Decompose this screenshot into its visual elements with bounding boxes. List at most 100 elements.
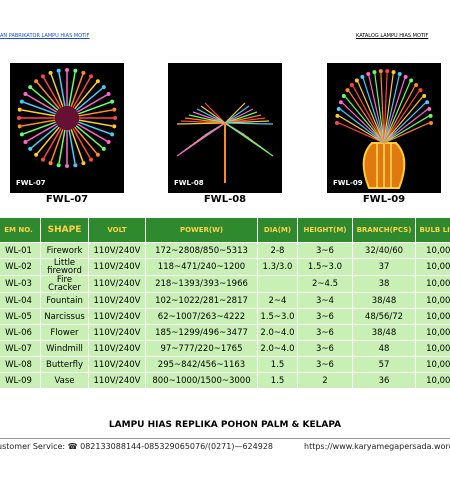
footer-title: LAMPU HIAS REPLIKA POHON PALM & KELAPA xyxy=(108,420,342,430)
light-strand xyxy=(380,73,385,144)
light-bulb xyxy=(41,74,45,79)
light-strand xyxy=(224,108,254,124)
light-strand xyxy=(192,111,226,124)
light-bulb xyxy=(81,161,86,166)
light-strand xyxy=(383,122,430,144)
light-strand xyxy=(224,105,250,124)
light-strand xyxy=(176,122,226,157)
light-bulb xyxy=(112,124,117,129)
divider xyxy=(0,438,450,439)
light-strand xyxy=(78,121,111,135)
table-cell: 1.5 xyxy=(257,372,298,389)
light-bulb xyxy=(335,121,339,125)
table-cell: WL-03 xyxy=(0,275,41,293)
image-label: FWL-09 xyxy=(333,179,363,187)
light-bulb xyxy=(335,113,340,118)
light-bulb xyxy=(354,78,359,83)
light-strand xyxy=(43,128,62,159)
light-strand xyxy=(383,75,400,144)
light-strand xyxy=(204,102,226,124)
light-strand xyxy=(36,126,60,154)
light-bulb xyxy=(56,163,61,168)
light-bulb xyxy=(56,68,61,73)
light-bulb xyxy=(19,99,24,104)
spec-table: EM NO. SHAPE VOLT POWER(W) DIA(M) HEIGHT(M) BR… xyxy=(0,217,450,389)
column-header: DIA(M) xyxy=(257,217,298,243)
light-strand xyxy=(43,77,62,108)
table-cell: 185~1299/496~3477 xyxy=(145,324,258,341)
table-cell: 3~6 xyxy=(297,340,353,357)
website-url[interactable]: https://www.karyamegapersada.wordpre xyxy=(304,442,450,451)
light-bulb xyxy=(65,164,69,168)
light-strand xyxy=(383,73,388,144)
table-cell: 10,000 xyxy=(415,308,450,325)
header-link[interactable]: AN PABRIKATOR LAMPU HIAS MOTIF xyxy=(0,33,90,39)
table-cell: Firework xyxy=(40,242,89,259)
table-cell: 3~4 xyxy=(297,292,353,309)
image-label: FWL-08 xyxy=(174,179,204,187)
table-cell: 118~471/240~1200 xyxy=(145,258,258,276)
light-bulb xyxy=(409,78,414,83)
light-bulb xyxy=(349,82,354,87)
table-cell: 97~777/220~1765 xyxy=(145,340,258,357)
light-strand xyxy=(348,91,385,144)
light-strand xyxy=(196,108,226,124)
table-cell: 218~1393/393~1966 xyxy=(145,275,258,293)
light-strand xyxy=(339,115,385,144)
light-strand xyxy=(383,78,406,144)
light-strand xyxy=(78,101,111,115)
light-bulb xyxy=(41,157,45,162)
light-strand xyxy=(31,87,59,111)
light-bulb xyxy=(81,70,86,75)
table-row: WL-03 Fire Cracker 110V/240V 218~1393/393~1… xyxy=(0,275,450,293)
light-strand xyxy=(21,119,56,127)
header-title: KATALOG LAMPU HIAS MOTIF xyxy=(356,33,429,39)
light-strand xyxy=(352,86,385,144)
light-strand xyxy=(200,105,226,124)
light-strand xyxy=(383,96,423,144)
table-cell: 2.0~4.0 xyxy=(257,340,298,357)
table-cell: 800~1000/1500~3000 xyxy=(145,372,258,389)
table-cell: 10,000 xyxy=(415,372,450,389)
table-row: WL-02 Little fireword 110V/240V 118~471/240… xyxy=(0,258,450,276)
light-strand xyxy=(50,129,64,162)
light-strand xyxy=(224,111,258,124)
light-strand xyxy=(342,102,385,144)
light-strand xyxy=(31,125,59,149)
light-strand xyxy=(21,109,56,117)
light-strand xyxy=(23,101,56,115)
light-bulb xyxy=(28,146,33,151)
light-strand xyxy=(50,74,64,107)
table-cell: 102~1022/281~2817 xyxy=(145,292,258,309)
table-cell: 2~4.5 xyxy=(297,275,353,293)
light-strand xyxy=(383,91,420,144)
light-bulb xyxy=(73,68,78,73)
column-header: HEIGHT(M) xyxy=(297,217,353,243)
product-image: FWL-08 xyxy=(168,63,282,193)
table-row: WL-04 Fountain 110V/240V 102~1022/281~2817 2… xyxy=(0,292,450,309)
light-bulb xyxy=(338,100,343,105)
light-strand xyxy=(70,74,84,107)
table-cell: 48 xyxy=(352,340,416,357)
light-bulb xyxy=(414,82,419,87)
light-strand xyxy=(224,102,246,124)
table-cell: Windmill xyxy=(40,340,89,357)
table-cell: Fire Cracker xyxy=(40,275,89,293)
light-bulb xyxy=(95,152,100,157)
table-row: WL-09 Vase 110V/240V 800~1000/1500~3000 1.5 2… xyxy=(0,372,450,389)
table-cell: 295~842/456~1163 xyxy=(145,356,258,373)
table-cell: 1.5~3.0 xyxy=(257,308,298,325)
table-cell: 110V/240V xyxy=(88,275,146,293)
light-bulb xyxy=(341,93,346,98)
light-strand xyxy=(383,109,428,144)
light-strand xyxy=(77,94,108,113)
light-bulb xyxy=(428,113,433,118)
image-label: FWL-07 xyxy=(16,179,46,187)
table-cell: Butterfly xyxy=(40,356,89,373)
table-cell: Vase xyxy=(40,372,89,389)
light-bulb xyxy=(112,107,117,112)
light-bulb xyxy=(397,72,402,77)
table-cell: 2.0~4.0 xyxy=(257,324,298,341)
light-bulb xyxy=(372,70,377,75)
column-header: BRANCH(PCS) xyxy=(352,217,416,243)
